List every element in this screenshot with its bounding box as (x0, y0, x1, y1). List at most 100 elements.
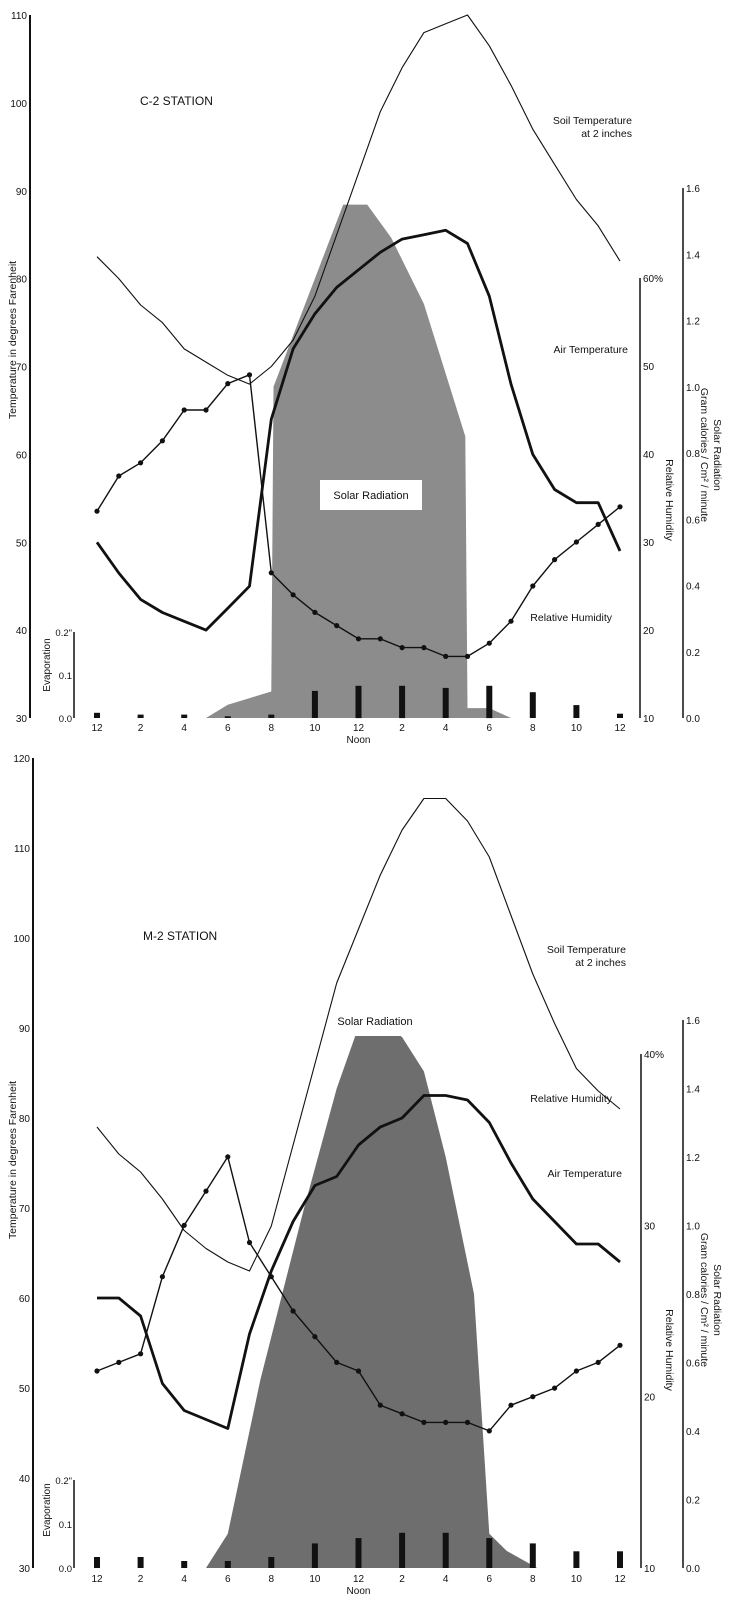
temperature-tick-label: 90 (19, 1024, 31, 1035)
radiation-units-label: Gram calories / Cm² / minute (698, 1233, 710, 1367)
relative-humidity-point (290, 1308, 296, 1314)
air-temperature-label: Air Temperature (553, 344, 628, 356)
relative-humidity-point (486, 1428, 492, 1434)
evaporation-bar (224, 716, 231, 718)
temperature-tick-label: 50 (16, 538, 28, 549)
radiation-tick-label: 0.8 (686, 449, 700, 460)
station-title: M-2 STATION (143, 929, 217, 943)
relative-humidity-point (355, 1368, 362, 1374)
radiation-axis-label: Solar Radiation (711, 1264, 723, 1336)
x-tick-label: 4 (181, 1574, 187, 1585)
temperature-tick-label: 90 (16, 187, 28, 198)
relative-humidity-point (595, 521, 601, 528)
temperature-axis-label: Temperature in degrees Farenheit (7, 261, 19, 419)
solar-radiation-label-box (320, 480, 422, 510)
air-temperature-line (97, 1094, 621, 1430)
humidity-axis-label: Relative Humidity (663, 1309, 675, 1391)
relative-humidity-point (203, 1188, 209, 1194)
x-tick-label: 10 (571, 723, 583, 734)
relative-humidity-point (617, 1342, 623, 1348)
relative-humidity-point (443, 1419, 449, 1425)
evaporation-bar (486, 1538, 493, 1568)
relative-humidity-point (617, 504, 623, 510)
relative-humidity-label: Relative Humidity (530, 612, 612, 624)
relative-humidity-label: Relative Humidity (530, 1093, 612, 1105)
relative-humidity-point (268, 1274, 274, 1280)
air-temperature-label: Air Temperature (547, 1168, 622, 1180)
solar-radiation-area (205, 204, 512, 719)
evaporation-bar (94, 712, 100, 718)
temperature-tick-label: 40 (19, 1474, 31, 1485)
evaporation-bar (181, 1561, 188, 1568)
relative-humidity-point (225, 1154, 231, 1160)
evaporation-bar (311, 1543, 318, 1568)
radiation-units-label: Gram calories / Cm² / minute (698, 388, 710, 522)
x-tick-label: 12 (614, 723, 626, 734)
evaporation-bar (617, 713, 623, 718)
relative-humidity-point (94, 508, 100, 514)
temperature-tick-label: 70 (19, 1204, 31, 1215)
evaporation-bar (442, 687, 449, 718)
relative-humidity-point (399, 645, 405, 651)
relative-humidity-point (573, 539, 580, 545)
relative-humidity-point (246, 372, 253, 378)
radiation-tick-label: 0.6 (686, 1359, 700, 1370)
temperature-tick-label: 80 (16, 275, 28, 286)
evaporation-axis-label: Evaporation (42, 638, 53, 691)
relative-humidity-point (138, 1351, 144, 1357)
radiation-tick-label: 1.6 (686, 184, 700, 195)
temperature-tick-label: 40 (16, 626, 28, 637)
x-tick-label: 4 (181, 723, 187, 734)
solar-radiation-area (205, 1020, 538, 1568)
radiation-tick-label: 0.2 (686, 648, 700, 659)
radiation-tick-label: 0.2 (686, 1496, 700, 1507)
x-tick-label: 2 (399, 1574, 405, 1585)
relative-humidity-point (203, 407, 209, 413)
evaporation-bar (529, 692, 536, 718)
chart-panel-c2: Solar Radiation 30 40 50 60 70 80 90 100 110 Tempe… (7, 11, 723, 746)
relative-humidity-point (552, 557, 558, 563)
radiation-tick-label: 1.6 (686, 1016, 700, 1027)
temperature-axis-label: Temperature in degrees Farenheit (7, 1081, 19, 1239)
radiation-tick-label: 1.4 (686, 1085, 700, 1096)
temperature-tick-label: 60 (16, 450, 28, 461)
x-tick-label: 10 (571, 1574, 583, 1585)
evaporation-tick-label: 0.1 (59, 1520, 72, 1531)
relative-humidity-point (508, 1402, 514, 1408)
radiation-tick-label: 0.0 (686, 714, 700, 725)
humidity-tick-label: 20 (644, 1393, 656, 1404)
x-tick-label: 12 (353, 723, 365, 734)
x-axis-label-noon: Noon (347, 1586, 371, 1597)
evaporation-tick-label: 0.2" (55, 628, 72, 639)
evaporation-bar (573, 1551, 580, 1568)
relative-humidity-point (421, 1419, 427, 1425)
soil-temperature-depth-label: at 2 inches (575, 957, 626, 969)
temperature-tick-label: 120 (13, 754, 30, 765)
temperature-tick-label: 30 (16, 714, 28, 725)
radiation-tick-label: 1.4 (686, 250, 700, 261)
x-axis-label-noon: Noon (347, 735, 371, 746)
x-tick-label: 10 (309, 723, 321, 734)
evaporation-bar (573, 705, 580, 718)
x-tick-label: 8 (269, 1574, 275, 1585)
humidity-tick-label: 20 (643, 626, 655, 637)
relative-humidity-point (377, 636, 383, 642)
soil-temperature-line (96, 797, 621, 1272)
evaporation-bar (137, 1557, 144, 1568)
humidity-tick-label: 30 (643, 538, 655, 549)
radiation-tick-label: 1.0 (686, 1222, 700, 1233)
relative-humidity-point (268, 570, 274, 576)
solar-radiation-label: Solar Radiation (337, 1016, 412, 1028)
station-title: C-2 STATION (140, 94, 213, 108)
evaporation-bar (399, 685, 406, 719)
humidity-axis-label: Relative Humidity (663, 459, 675, 541)
relative-humidity-point (290, 592, 296, 598)
relative-humidity-point (181, 407, 187, 413)
solar-radiation-label-box (323, 1006, 427, 1036)
evaporation-tick-label: 0.2" (55, 1476, 72, 1487)
relative-humidity-point (464, 653, 471, 660)
soil-temperature-line (96, 14, 621, 385)
humidity-tick-label: 10 (643, 714, 655, 725)
evaporation-bar (355, 685, 362, 719)
